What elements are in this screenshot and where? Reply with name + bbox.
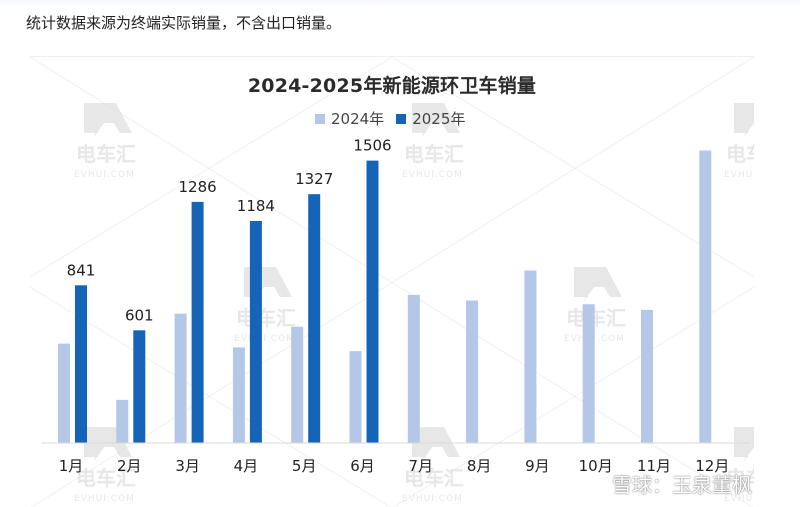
watermark-stamp: 电车汇 EVHUI.COM: [74, 427, 136, 504]
watermark-line: [30, 57, 754, 278]
bars-layer: [58, 150, 712, 443]
bar-2024: [174, 313, 187, 443]
legend-label-2024: 2024年: [331, 110, 385, 128]
bar-2024: [232, 347, 245, 443]
x-axis-tick-label: 11月: [637, 457, 671, 475]
watermark-brand: 电车汇: [236, 306, 296, 330]
xueqiu-credit: 雪球：玉泉董枫: [584, 469, 752, 498]
watermark-site: EVHUI.COM: [724, 494, 754, 504]
watermark-site: EVHUI.COM: [74, 170, 135, 180]
data-label-2025: 1184: [237, 197, 275, 215]
watermark-stamp: 电车汇 EVHUI.COM: [234, 267, 296, 344]
data-label-2025: 1327: [295, 170, 333, 188]
data-label-2025: 1506: [353, 137, 391, 155]
bar-2025: [191, 201, 204, 443]
labels-layer: 841 601 1286 1184 1327 1506: [67, 137, 392, 325]
x-axis-tick-label: 12月: [695, 457, 729, 475]
watermark-stamp: 电车汇 EVHUI.COM: [402, 427, 464, 504]
watermark-brand: 电车汇: [726, 142, 754, 166]
watermark-layer: 电车汇 EVHUI.COM 电车汇 EVHUI.COM 电车汇 EVHUI.COM 电车汇 E…: [30, 57, 754, 507]
chart-legend: 2024年 2025年: [315, 108, 465, 129]
legend-item-2024: 2024年: [315, 108, 384, 129]
bar-2024: [699, 150, 712, 443]
bar-2024: [641, 309, 653, 443]
watermark-line: [30, 57, 754, 507]
legend-swatch-2024: [315, 113, 325, 124]
watermark-stamp: 电车汇 EVHUI.COM: [402, 103, 464, 180]
bar-2024: [291, 326, 304, 443]
x-axis-tick-label: 2月: [117, 457, 142, 475]
watermark-logo-icon: [412, 103, 460, 137]
legend-item-2025: 2025年: [396, 108, 465, 129]
watermark-logo-icon: [574, 267, 622, 301]
watermark-brand: 电车汇: [726, 466, 754, 490]
watermark-brand: 电车汇: [404, 466, 464, 490]
bar-2024: [582, 304, 595, 443]
watermark-line: [30, 286, 754, 507]
watermark-brand: 电车汇: [404, 142, 464, 166]
x-axis-tick-label: 6月: [350, 457, 375, 475]
sales-bar-chart: 电车汇 EVHUI.COM 电车汇 EVHUI.COM 电车汇 EVHUI.COM 电车汇 E…: [30, 56, 754, 507]
chart-title: 2024-2025年新能源环卫车销量: [247, 75, 537, 97]
xueqiu-logo-icon: [585, 472, 607, 495]
x-axis-tick-label: 3月: [175, 457, 200, 475]
x-axis-tick-label: 7月: [409, 457, 434, 475]
watermark-logo-icon: [84, 103, 132, 137]
x-axis-tick-label: 8月: [467, 457, 492, 475]
watermark-stamp: 电车汇 EVHUI.COM: [724, 103, 754, 180]
bar-2024: [407, 294, 420, 443]
x-axis-tick-label: 9月: [525, 457, 550, 475]
bar-2024: [349, 351, 362, 443]
bar-2025: [249, 221, 262, 443]
watermark-stamp: 电车汇 EVHUI.COM: [724, 427, 754, 504]
intro-text: 统计数据来源为终端实际销量，不含出口销量。: [26, 14, 342, 32]
bar-2025: [133, 330, 146, 443]
x-axis-tick-label: 5月: [292, 457, 317, 475]
x-axis-tick-label: 10月: [579, 457, 613, 475]
watermark-line: [30, 57, 754, 507]
data-label-2025: 841: [67, 261, 96, 279]
watermark-logo-icon: [412, 427, 460, 461]
top-separator: [0, 0, 800, 6]
watermark-brand: 电车汇: [76, 142, 136, 166]
x-axis-tick-label: 1月: [59, 457, 84, 475]
bar-2025: [308, 194, 321, 443]
bar-2025: [366, 160, 379, 443]
x-axis-labels: 1月 2月 3月 4月 5月 6月 7月 8月 9月 10月 11月 12月: [59, 457, 730, 475]
watermark-stamp: 电车汇 EVHUI.COM: [74, 103, 136, 180]
data-label-2025: 601: [125, 306, 154, 324]
bar-2024: [58, 343, 70, 443]
watermark-logo-icon: [734, 427, 754, 461]
watermark-brand: 电车汇: [76, 466, 136, 490]
bar-2024: [466, 300, 479, 443]
legend-swatch-2025: [396, 113, 407, 124]
bar-2024: [524, 270, 537, 443]
watermark-logo-icon: [734, 103, 754, 137]
chart-svg: 电车汇 EVHUI.COM 电车汇 EVHUI.COM 电车汇 EVHUI.COM 电车汇 E…: [30, 57, 754, 507]
credit-text: 雪球：玉泉董枫: [612, 473, 752, 497]
watermark-site: EVHUI.COM: [402, 170, 463, 180]
legend-label-2025: 2025年: [412, 110, 466, 128]
watermark-site: EVHUI.COM: [724, 170, 754, 180]
watermark-site: EVHUI.COM: [402, 494, 463, 504]
watermark-site: EVHUI.COM: [234, 334, 295, 344]
x-axis-tick-label: 4月: [234, 457, 259, 475]
watermark-site: EVHUI.COM: [74, 494, 135, 504]
bar-2024: [116, 399, 129, 443]
watermark-brand: 电车汇: [566, 306, 626, 330]
data-label-2025: 1286: [179, 178, 217, 196]
bar-2025: [75, 285, 87, 443]
